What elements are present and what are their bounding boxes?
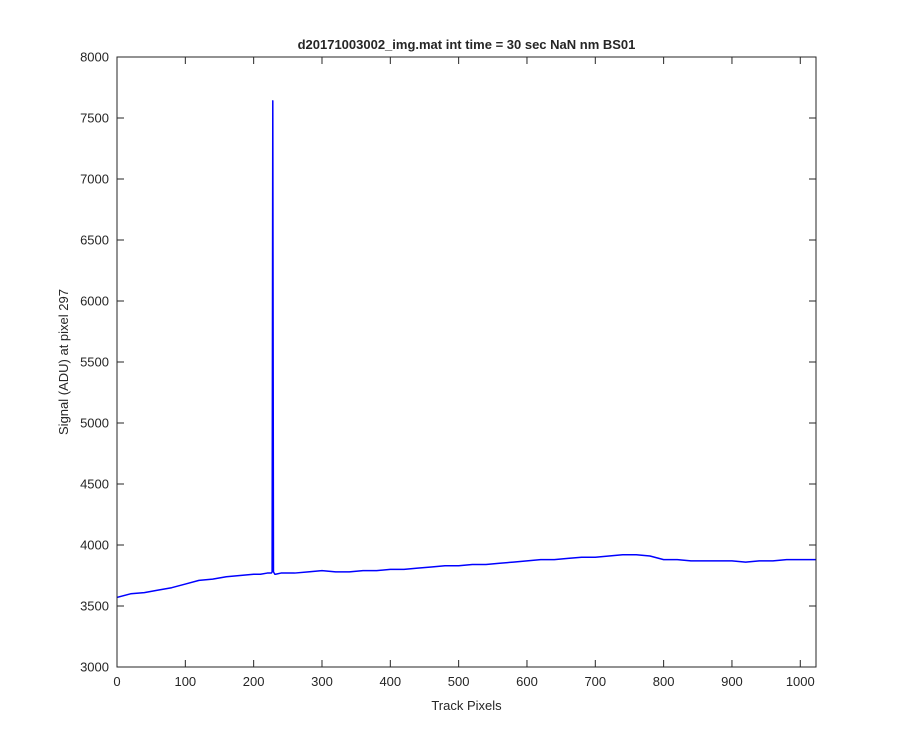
x-axis-label: Track Pixels — [431, 698, 502, 713]
x-tick-label: 300 — [311, 674, 333, 689]
x-tick-label: 900 — [721, 674, 743, 689]
x-tick-label: 0 — [113, 674, 120, 689]
plot-area — [117, 57, 816, 667]
x-tick-label: 500 — [448, 674, 470, 689]
x-tick-label: 700 — [584, 674, 606, 689]
x-tick-label: 400 — [379, 674, 401, 689]
y-axis-label: Signal (ADU) at pixel 297 — [56, 289, 71, 435]
x-tick-label: 200 — [243, 674, 265, 689]
y-tick-label: 7500 — [80, 111, 109, 126]
x-tick-label: 1000 — [786, 674, 815, 689]
y-tick-label: 3000 — [80, 660, 109, 675]
y-tick-label: 4000 — [80, 538, 109, 553]
y-tick-label: 4500 — [80, 477, 109, 492]
y-tick-label: 5000 — [80, 416, 109, 431]
x-tick-label: 800 — [653, 674, 675, 689]
series-line-0 — [117, 100, 816, 599]
y-tick-label: 5500 — [80, 355, 109, 370]
chart-title: d20171003002_img.mat int time = 30 sec N… — [298, 37, 636, 52]
y-tick-label: 6000 — [80, 294, 109, 309]
x-tick-label: 600 — [516, 674, 538, 689]
y-tick-label: 7000 — [80, 172, 109, 187]
x-tick-label: 100 — [174, 674, 196, 689]
y-tick-label: 3500 — [80, 599, 109, 614]
y-tick-label: 8000 — [80, 50, 109, 65]
y-tick-label: 6500 — [80, 233, 109, 248]
